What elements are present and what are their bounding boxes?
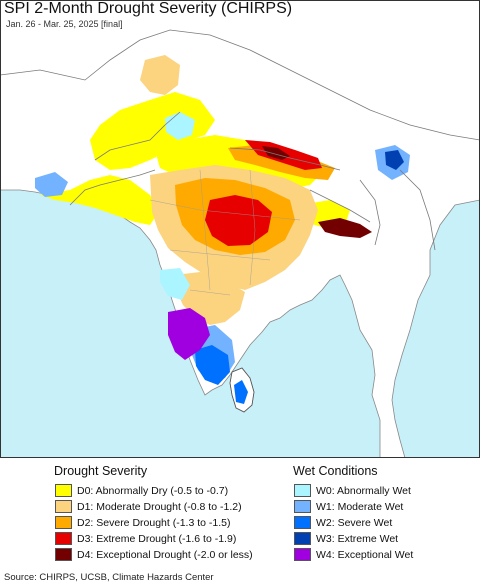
legend-label-d4: D4: Exceptional Drought (-2.0 or less): [77, 548, 253, 561]
map-canvas: [0, 0, 480, 458]
legend-drought-heading: Drought Severity: [54, 464, 148, 478]
legend-item-d0: D0: Abnormally Dry (-0.5 to -0.7): [55, 483, 228, 498]
region-d1-north: [140, 55, 180, 95]
legend-item-w3: W3: Extreme Wet: [294, 531, 398, 546]
region-w2-srilanka: [234, 380, 248, 404]
legend-item-w2: W2: Severe Wet: [294, 515, 392, 530]
legend-label-w2: W2: Severe Wet: [316, 516, 393, 529]
legend-swatch-w3: [294, 532, 311, 545]
legend-swatch-w2: [294, 516, 311, 529]
legend-swatch-d3: [55, 532, 72, 545]
legend-item-w4: W4: Exceptional Wet: [294, 547, 413, 562]
map-subtitle: Jan. 26 - Mar. 25, 2025 [final]: [6, 19, 123, 29]
legend-label-w0: W0: Abnormally Wet: [316, 484, 411, 497]
legend-item-d3: D3: Extreme Drought (-1.6 to -1.9): [55, 531, 236, 546]
legend-item-d1: D1: Moderate Drought (-0.8 to -1.2): [55, 499, 242, 514]
country-borders: [0, 29, 480, 251]
legend-swatch-w1: [294, 500, 311, 513]
region-w3-northeast: [385, 150, 404, 170]
legend-wet-heading: Wet Conditions: [293, 464, 378, 478]
legend-swatch-d0: [55, 484, 72, 497]
legend-label-w3: W3: Extreme Wet: [316, 532, 399, 545]
legend-swatch-w0: [294, 484, 311, 497]
legend-label-d3: D3: Extreme Drought (-1.6 to -1.9): [77, 532, 237, 545]
legend-swatch-d2: [55, 516, 72, 529]
legend-label-d1: D1: Moderate Drought (-0.8 to -1.2): [77, 500, 242, 513]
legend-label-d0: D0: Abnormally Dry (-0.5 to -0.7): [77, 484, 229, 497]
region-d4-bangladesh: [318, 218, 372, 238]
map-title: SPI 2-Month Drought Severity (CHIRPS): [4, 0, 293, 17]
region-d2-himalaya: [228, 145, 335, 180]
region-w4-southwest: [168, 308, 210, 360]
source-credit: Source: CHIRPS, UCSB, Climate Hazards Ce…: [4, 572, 214, 583]
region-w1-west: [35, 172, 68, 197]
region-w2-south: [195, 345, 230, 385]
legend: Drought Severity Wet Conditions D0: Abno…: [0, 458, 480, 568]
legend-item-d4: D4: Exceptional Drought (-2.0 or less): [55, 547, 253, 562]
legend-item-d2: D2: Severe Drought (-1.3 to -1.5): [55, 515, 231, 530]
legend-label-w1: W1: Moderate Wet: [316, 500, 404, 513]
legend-swatch-d1: [55, 500, 72, 513]
sri-lanka-outline: [229, 367, 255, 413]
legend-swatch-w4: [294, 548, 311, 561]
legend-item-w0: W0: Abnormally Wet: [294, 483, 411, 498]
legend-item-w1: W1: Moderate Wet: [294, 499, 403, 514]
legend-label-d2: D2: Severe Drought (-1.3 to -1.5): [77, 516, 231, 529]
region-d0-west: [40, 175, 160, 225]
drought-map: [0, 0, 480, 458]
region-d0-north: [90, 92, 215, 170]
legend-swatch-d4: [55, 548, 72, 561]
state-borders: [149, 169, 301, 296]
region-d3-central: [205, 195, 272, 246]
legend-label-w4: W4: Exceptional Wet: [316, 548, 414, 561]
region-w0-southwest: [160, 268, 190, 300]
